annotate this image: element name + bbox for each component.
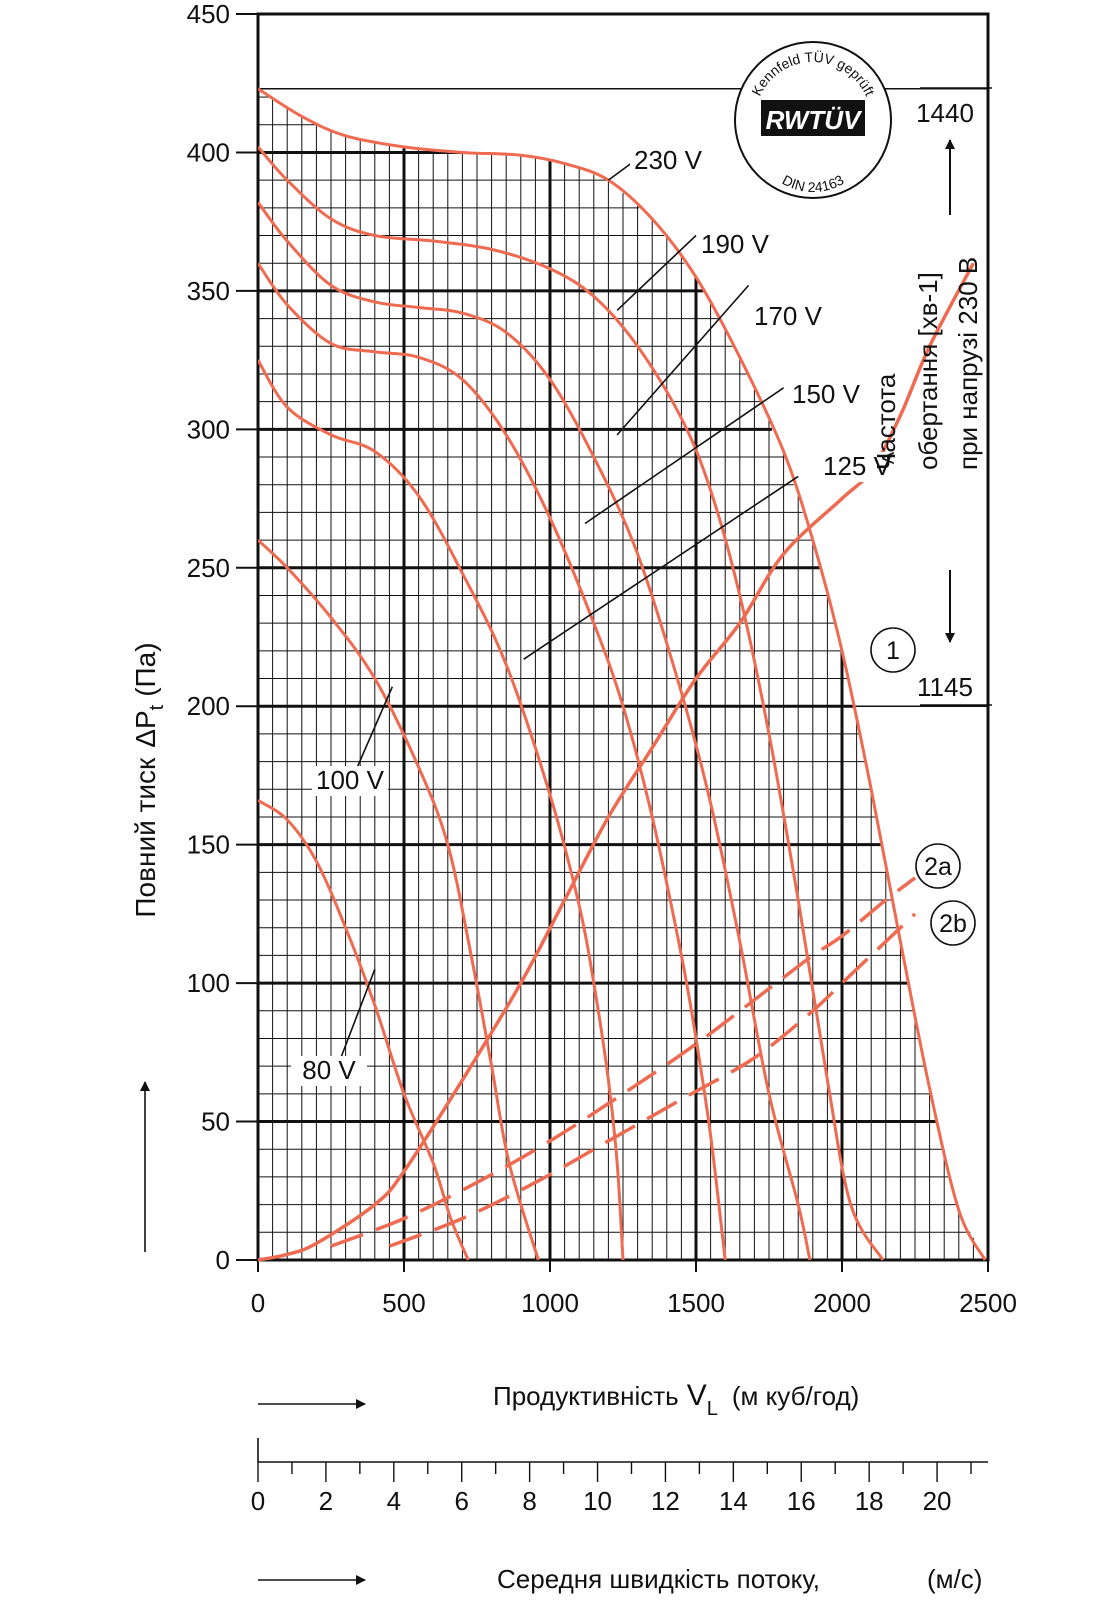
x-axis-unit: (м куб/год) xyxy=(732,1381,859,1411)
system-curve-marker-2b: 2b xyxy=(939,910,967,938)
curve-label-leaders xyxy=(339,160,799,1061)
y-tick-label: 400 xyxy=(187,137,230,167)
x-axis-symbol-sub: L xyxy=(707,1398,718,1420)
x-tick-label: 500 xyxy=(382,1288,425,1318)
leader-190v xyxy=(616,234,697,311)
velocity-tick-label: 8 xyxy=(522,1486,536,1516)
system-curve-marker-circle xyxy=(930,900,976,946)
curve-label-bg xyxy=(750,302,826,332)
curve-label-bg xyxy=(819,452,895,482)
velocity-tick-label: 0 xyxy=(251,1486,265,1516)
y-tick-label: 100 xyxy=(187,968,230,998)
curve-label-125v: 125 V xyxy=(823,451,892,481)
curve-label-bg xyxy=(788,380,864,410)
fan-curve-150v xyxy=(258,262,727,1261)
curve-label-bg xyxy=(630,146,706,176)
system-curve-marker-circle xyxy=(915,843,961,889)
velocity-tick-label: 18 xyxy=(855,1486,884,1516)
x-tick-label: 2000 xyxy=(813,1288,871,1318)
fan-curve-100v xyxy=(258,538,540,1261)
y-tick-label: 250 xyxy=(187,553,230,583)
x-axis-symbol: V xyxy=(687,1379,707,1412)
rpm-label-line1: Частота xyxy=(871,373,901,470)
y-axis-symbol: ΔP xyxy=(130,710,161,747)
rpm-annotation: 1440 1145 Частота обертання [хв-1] при н… xyxy=(871,87,992,706)
y-tick-label: 50 xyxy=(201,1107,230,1137)
x-tick-label: 2500 xyxy=(959,1288,1017,1318)
leader-125v xyxy=(523,475,799,660)
curve-label-230v: 230 V xyxy=(634,145,703,175)
rwtuv-certification-seal: Kennfeld TÜV geprüft DIN 24163 RWTÜV xyxy=(734,41,892,199)
x-tick-label: 1000 xyxy=(521,1288,579,1318)
y-axis: 0 50 100 150 200 250 300 350 400 450 xyxy=(187,0,258,1275)
y-tick-label: 200 xyxy=(187,691,230,721)
fan-curve-125v xyxy=(258,359,625,1261)
system-curve-marker-1: 1 xyxy=(886,637,900,665)
velocity-axis-label: Середня швидкість потоку, xyxy=(497,1564,820,1594)
x-axis-label: Продуктивність xyxy=(493,1381,679,1411)
velocity-tick-label: 2 xyxy=(319,1486,333,1516)
curve-label-150v: 150 V xyxy=(792,379,861,409)
curve-label-bg xyxy=(697,230,773,260)
rpm-label-line2: обертання [хв-1] xyxy=(913,272,943,470)
y-axis-label: Повний тиск xyxy=(130,757,161,918)
fan-curve-190v xyxy=(258,145,885,1261)
system-curve-2a xyxy=(330,876,917,1248)
system-curve-marker-circle xyxy=(870,627,916,673)
y-tick-label: 450 xyxy=(187,0,230,29)
svg-text:DIN 24163: DIN 24163 xyxy=(780,171,847,195)
velocity-tick-label: 12 xyxy=(651,1486,680,1516)
y-tick-label: 300 xyxy=(187,414,230,444)
velocity-tick-label: 4 xyxy=(387,1486,401,1516)
velocity-tick-label: 20 xyxy=(923,1486,952,1516)
leader-100v xyxy=(356,686,394,768)
velocity-tick-label: 14 xyxy=(719,1486,748,1516)
x-tick-label: 1500 xyxy=(667,1288,725,1318)
rpm-label-line3: при напрузі 230 В xyxy=(953,257,983,470)
velocity-tick-label: 10 xyxy=(583,1486,612,1516)
curve-label-100v: 100 V xyxy=(316,765,385,795)
curve-label-170v: 170 V xyxy=(754,301,823,331)
y-tick-label: 350 xyxy=(187,276,230,306)
fan-curve-80v xyxy=(258,799,470,1261)
system-curve-marker-2a: 2a xyxy=(924,853,952,881)
fan-curve-230v xyxy=(258,87,987,1261)
y-tick-label: 0 xyxy=(216,1245,230,1275)
curve-label-bg xyxy=(312,766,388,796)
curve-labels: 230 V 190 V 170 V 150 V 125 V 100 V 80 V 1 2a 2b xyxy=(291,145,976,1086)
y-axis-symbol-sub: t xyxy=(146,704,168,710)
curve-label-bg xyxy=(291,1056,367,1086)
y-tick-label: 150 xyxy=(187,830,230,860)
curve-label-80v: 80 V xyxy=(302,1055,356,1085)
leader-80v xyxy=(339,968,376,1061)
y-axis-unit: (Па) xyxy=(130,642,161,696)
svg-text:Повний тискΔPt(Па): Повний тиск ΔPt (Па) xyxy=(130,642,168,917)
rpm-min-label: 1145 xyxy=(917,672,973,702)
y-axis-title: Повний тиск ΔPt (Па) xyxy=(130,642,168,917)
seal-arc-bottom: DIN 24163 xyxy=(780,171,847,195)
fan-curve-170v xyxy=(258,201,812,1261)
velocity-tick-label: 16 xyxy=(787,1486,816,1516)
velocity-axis-unit: (м/с) xyxy=(927,1564,982,1594)
velocity-tick-label: 6 xyxy=(454,1486,468,1516)
system-curve-2b xyxy=(388,912,917,1248)
x-axis: 0 500 1000 1500 2000 2500 xyxy=(251,1260,1017,1318)
seal-brand: RWTÜV xyxy=(766,105,864,135)
rpm-caret: < xyxy=(881,445,895,472)
velocity-axis: 0 2 4 6 8 10 12 14 16 18 20 xyxy=(251,1438,988,1516)
x-axis-title: Продуктивність VL (м куб/год) xyxy=(493,1379,859,1420)
fan-curves xyxy=(258,87,987,1262)
leader-150v xyxy=(584,387,785,525)
x-tick-label: 0 xyxy=(251,1288,265,1318)
curve-label-190v: 190 V xyxy=(701,229,770,259)
leader-170v xyxy=(616,284,750,436)
grid xyxy=(258,88,988,1260)
rpm-max-label: 1440 xyxy=(916,98,974,128)
